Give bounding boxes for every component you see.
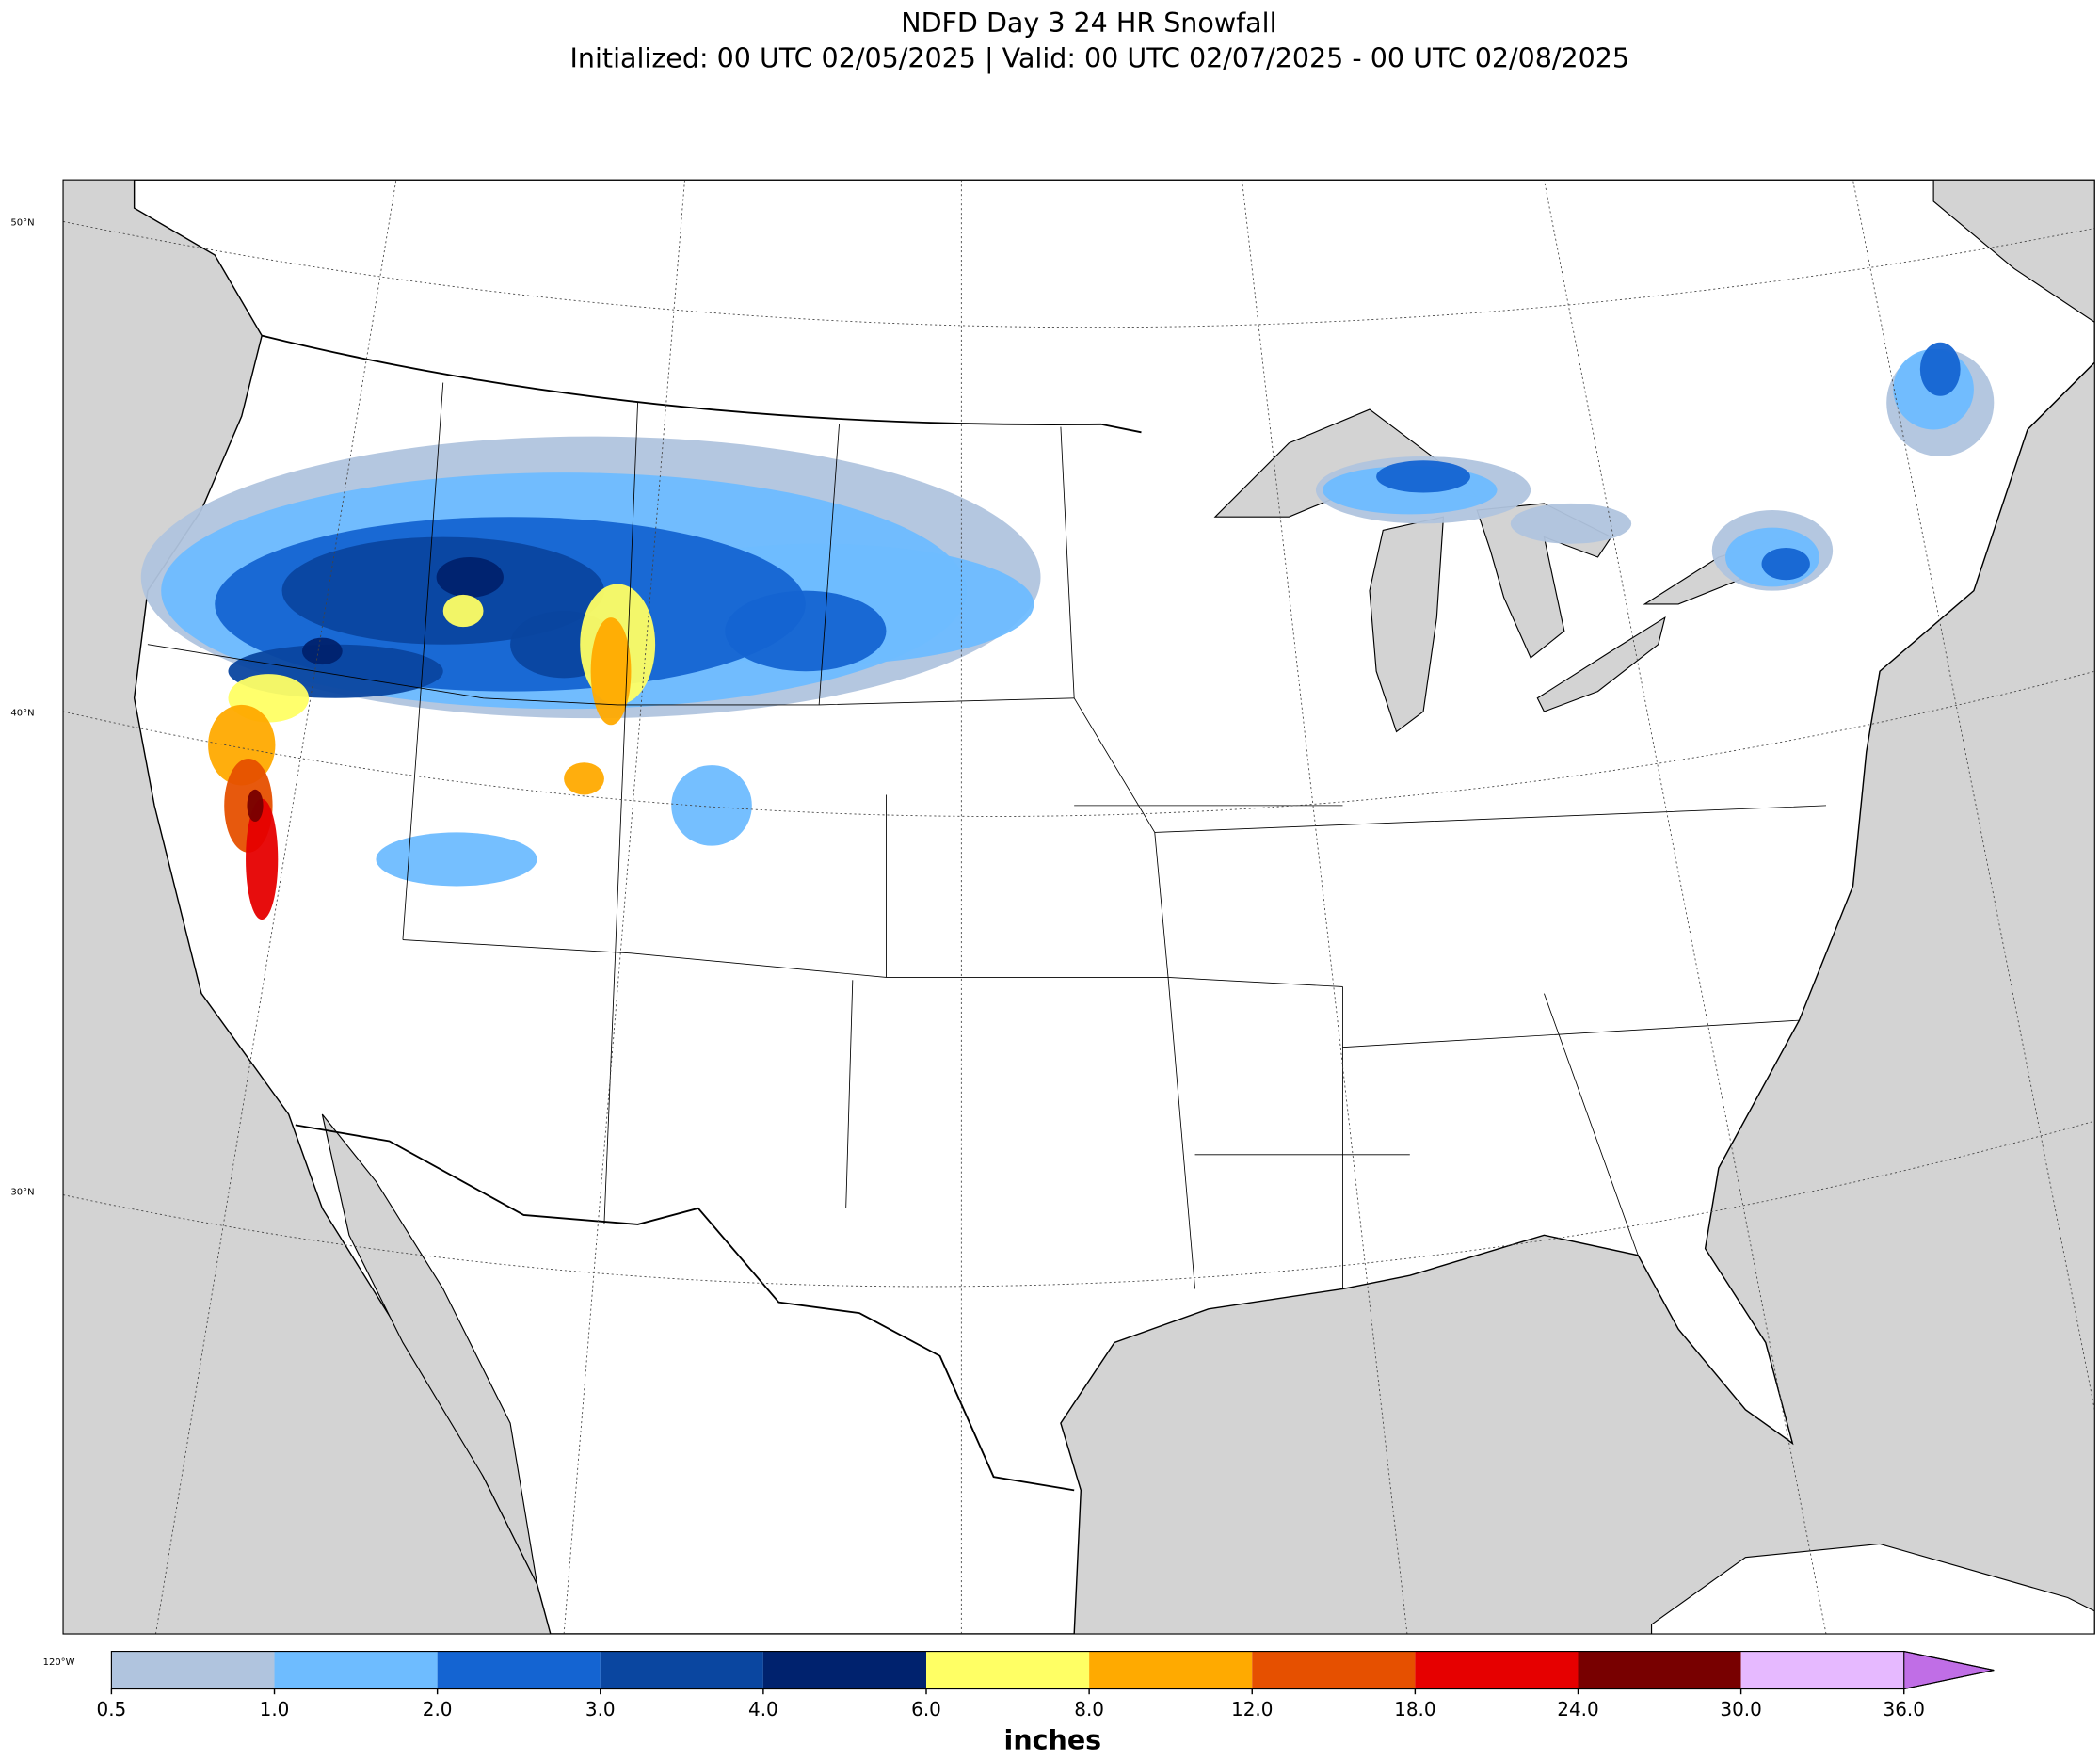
snow-area <box>1376 460 1470 493</box>
colorbar-tick-label: 2.0 <box>423 1698 453 1720</box>
snow-area <box>442 594 484 628</box>
colorbar-tick-label: 30.0 <box>1720 1698 1761 1720</box>
colorbar-outline <box>110 1650 1995 1690</box>
subtitle: Initialized: 00 UTC 02/05/2025 | Valid: … <box>570 42 1630 73</box>
snow-area <box>590 617 632 726</box>
snow-area <box>1761 547 1810 581</box>
snow-area <box>246 798 279 920</box>
colorbar-segment <box>762 1651 927 1689</box>
colorbar-segment <box>1578 1651 1741 1689</box>
snow-area <box>725 590 887 672</box>
colorbar-extend <box>1903 1650 1995 1690</box>
cuba <box>1650 1543 2095 1635</box>
colorbar-segment <box>926 1651 1090 1689</box>
snow-area <box>376 832 537 887</box>
colorbar-tick-label: 8.0 <box>1074 1698 1104 1720</box>
colorbar-tick-label: 4.0 <box>748 1698 778 1720</box>
lat-label: 40°N <box>10 708 34 718</box>
snow-area <box>281 536 604 645</box>
figure: NDFD Day 3 24 HR Snowfall Initialized: 0… <box>10 8 2095 1756</box>
colorbar-segment <box>437 1651 601 1689</box>
title: NDFD Day 3 24 HR Snowfall <box>901 8 1276 39</box>
borders <box>63 180 2095 1635</box>
snow-area <box>247 789 264 822</box>
ocean-northeast <box>1932 180 2095 324</box>
snowfall <box>140 342 1995 920</box>
colorbar-segment <box>600 1651 763 1689</box>
colorbar-segment <box>1740 1651 1904 1689</box>
colorbar-tick-label: 18.0 <box>1394 1698 1435 1720</box>
lat-label: 30°N <box>10 1188 34 1198</box>
snow-area <box>1510 503 1632 544</box>
colorbar-tick-label: 36.0 <box>1884 1698 1925 1720</box>
map <box>63 180 2095 1635</box>
colorbar-segment <box>111 1651 275 1689</box>
lat-label: 50°N <box>10 218 34 229</box>
colorbar-tick-label: 24.0 <box>1557 1698 1598 1720</box>
colorbar-tick-label: 1.0 <box>260 1698 290 1720</box>
colorbar-segment <box>274 1651 438 1689</box>
snow-area <box>436 556 504 598</box>
snow-area <box>564 762 604 795</box>
colorbar-tick-label: 3.0 <box>585 1698 616 1720</box>
colorbar-label: inches <box>1004 1725 1102 1756</box>
colorbar-segment <box>1415 1651 1579 1689</box>
gulf-of-california <box>321 1113 538 1585</box>
snow-area <box>1919 342 1961 396</box>
colorbar-tick-label: 0.5 <box>97 1698 127 1720</box>
colorbar-tick-label: 6.0 <box>911 1698 941 1720</box>
colorbar-tick-label: 12.0 <box>1231 1698 1273 1720</box>
snow-area <box>301 637 343 665</box>
colorbar-segment <box>1089 1651 1253 1689</box>
snow-area <box>671 765 752 846</box>
colorbar: 0.5 1.0 2.0 3.0 4.0 6.0 8.0 12.0 18.0 24.0 30.0 36.… <box>97 1650 1995 1720</box>
colorbar-segment <box>1252 1651 1416 1689</box>
lon-label: 120°W <box>43 1657 75 1668</box>
map-frame <box>62 179 2095 1635</box>
